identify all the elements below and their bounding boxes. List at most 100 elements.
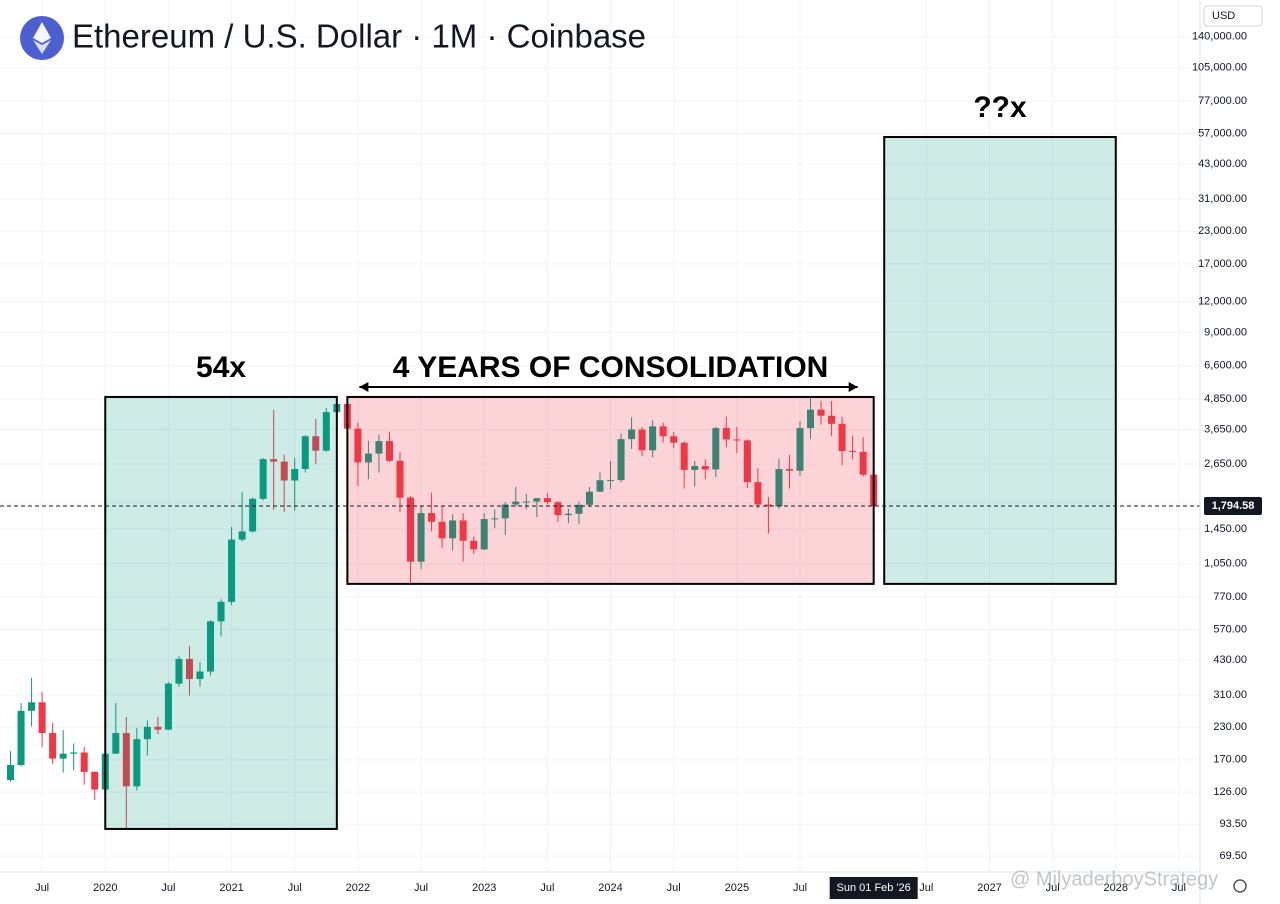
candle-body: [638, 429, 646, 451]
y-tick-label: 3,650.00: [1204, 423, 1247, 435]
y-tick-label: 57,000.00: [1198, 127, 1247, 139]
candle-body: [554, 502, 562, 516]
y-tick-label: 430.00: [1213, 654, 1247, 666]
icon-diamond-top: [33, 22, 51, 43]
candle-body: [175, 658, 183, 684]
candle-body: [680, 442, 688, 470]
candle-body: [438, 521, 446, 539]
x-tick-label: Jul: [793, 882, 807, 894]
date-label-box: [829, 877, 918, 899]
candle-body: [364, 453, 372, 463]
candle-body: [449, 520, 457, 539]
zone-arrowhead: [848, 381, 858, 392]
currency-label: USD: [1212, 10, 1235, 22]
candle-body: [470, 540, 478, 550]
x-tick-label: Jul: [288, 882, 302, 894]
x-tick-label: 2025: [725, 882, 749, 894]
candle-body: [575, 504, 583, 514]
zone-box: [104, 395, 338, 830]
x-tick-label: Jul: [540, 882, 554, 894]
candle-body: [280, 461, 288, 481]
candle-body: [817, 409, 825, 416]
candle-body: [722, 428, 730, 440]
candle-body: [238, 531, 246, 540]
candle-body: [459, 520, 467, 541]
x-tick-label: Jul: [1172, 882, 1186, 894]
watermark: @ MilyaderboyStrategy: [1010, 868, 1218, 890]
y-tick-label: 770.00: [1213, 591, 1247, 603]
candle-body: [596, 480, 604, 492]
settings-icon[interactable]: [1233, 879, 1247, 893]
candle-body: [649, 426, 657, 451]
candle-body: [785, 469, 793, 471]
zone-label: ??x: [973, 91, 1027, 124]
candle-body: [691, 466, 699, 470]
candle-body: [838, 423, 846, 452]
candle-body: [733, 439, 741, 441]
candle-body: [38, 702, 46, 734]
candle-body: [375, 441, 383, 454]
candle-body: [607, 480, 615, 482]
candle-body: [112, 733, 120, 754]
candle-body: [259, 459, 267, 499]
candle-body: [122, 733, 130, 787]
candle-body: [522, 501, 530, 503]
candle-body: [291, 469, 299, 481]
zone-label: 4 YEARS OF CONSOLIDATION: [393, 351, 829, 384]
y-tick-label: 69.50: [1219, 850, 1247, 862]
x-tick-label: Jul: [35, 882, 49, 894]
candle-body: [396, 460, 404, 498]
candle-body: [501, 504, 509, 519]
y-tick-label: 12,000.00: [1198, 295, 1247, 307]
candle-body: [133, 739, 141, 787]
y-tick-label: 4,850.00: [1204, 393, 1247, 405]
zone-arrowhead: [359, 381, 369, 392]
candle-body: [617, 439, 625, 481]
candle-body: [828, 415, 836, 424]
x-tick-label: 2028: [1104, 882, 1128, 894]
candle-body: [49, 733, 57, 759]
candle-body: [154, 726, 162, 730]
y-tick-label: 23,000.00: [1198, 225, 1247, 237]
candle-body: [7, 765, 15, 780]
candle-body: [764, 504, 772, 507]
chart-title: Ethereum / U.S. Dollar · 1M · Coinbase: [72, 18, 646, 55]
icon-diamond-bottom: [33, 40, 51, 54]
candle-body: [628, 429, 636, 440]
y-tick-label: 1,450.00: [1204, 523, 1247, 535]
grid: [0, 0, 1200, 872]
x-tick-label: Jul: [1046, 882, 1060, 894]
candle-body: [754, 482, 762, 505]
candle-body: [407, 497, 415, 562]
x-tick-label: Jul: [161, 882, 175, 894]
symbol-icon: [20, 16, 64, 60]
x-tick-label: Jul: [414, 882, 428, 894]
currency-box[interactable]: [1203, 5, 1263, 27]
candle-body: [270, 459, 278, 462]
candle-body: [743, 440, 751, 483]
candle-body: [491, 518, 499, 520]
candle-body: [512, 501, 520, 505]
zone-label: 54x: [196, 351, 246, 384]
candle-body: [70, 752, 78, 754]
y-tick-label: 77,000.00: [1198, 95, 1247, 107]
candle-body: [849, 451, 857, 453]
candle-body: [196, 671, 204, 680]
candle-body: [701, 466, 709, 470]
y-tick-label: 570.00: [1213, 623, 1247, 635]
x-tick-label: Jul: [667, 882, 681, 894]
y-tick-label: 93.50: [1219, 818, 1247, 830]
y-tick-label: 126.00: [1213, 786, 1247, 798]
candle-body: [807, 409, 815, 429]
candle-body: [659, 426, 667, 437]
y-tick-label: 9,000.00: [1204, 326, 1247, 338]
zone-box: [346, 395, 875, 585]
candle-body: [322, 412, 330, 451]
y-tick-label: 6,600.00: [1204, 360, 1247, 372]
candle-body: [17, 710, 25, 766]
y-tick-label: 17,000.00: [1198, 258, 1247, 270]
candle-body: [312, 436, 320, 451]
candle-body: [28, 702, 36, 711]
x-tick-label: 2027: [977, 882, 1001, 894]
